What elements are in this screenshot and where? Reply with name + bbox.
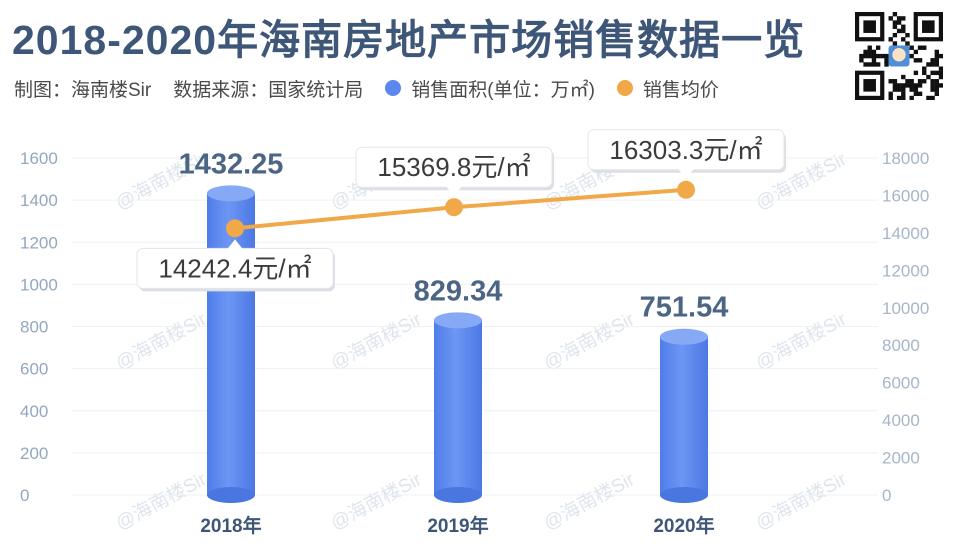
y-left-tick-label: 800 <box>20 318 48 337</box>
x-tick-label: 2019年 <box>427 514 488 537</box>
price-value-label: 16303.3元/㎡ <box>609 135 762 165</box>
watermark-text: @海南楼Sir <box>112 468 211 534</box>
bar-base <box>660 487 708 503</box>
legend-item-area: 销售面积(单位：万㎡) <box>385 75 595 102</box>
y-right-tick-label: 16000 <box>882 186 929 205</box>
bar <box>207 185 255 503</box>
y-right-tick-label: 12000 <box>882 261 929 280</box>
qr-code-icon <box>855 12 944 101</box>
legend-marker-area <box>385 80 402 96</box>
bar-body <box>434 320 482 495</box>
legend-marker-price <box>616 80 633 96</box>
y-left-tick-label: 200 <box>20 444 48 463</box>
data-source: 数据来源：国家统计局 <box>173 79 364 101</box>
chart-title: 2018-2020年海南房地产市场销售数据一览 <box>12 17 806 63</box>
watermark-text: @海南楼Sir <box>752 308 851 374</box>
price-value-label: 14242.4元/㎡ <box>158 253 311 283</box>
y-right-tick-label: 6000 <box>882 374 920 393</box>
y-left-tick-label: 400 <box>20 402 48 421</box>
watermark-text: @海南楼Sir <box>327 308 426 374</box>
y-right-tick-label: 10000 <box>882 299 929 318</box>
price-callout: 16303.3元/㎡ <box>587 129 786 179</box>
bar-top <box>660 328 708 345</box>
y-right-tick-label: 14000 <box>882 224 929 243</box>
y-left-tick-label: 1200 <box>20 233 58 252</box>
bar-value-label: 751.54 <box>640 292 729 324</box>
x-tick-label: 2018年 <box>200 514 261 537</box>
price-point <box>226 219 244 238</box>
bar-value-label: 1432.25 <box>179 148 284 180</box>
legend-item-price: 销售均价 <box>616 75 719 102</box>
bar <box>660 328 708 503</box>
bar-body <box>660 336 708 495</box>
y-right-tick-label: 8000 <box>882 336 920 355</box>
bar <box>434 312 482 503</box>
price-callout: 15369.8元/㎡ <box>355 146 554 197</box>
y-right-tick-label: 4000 <box>882 411 920 430</box>
watermark-text: @海南楼Sir <box>540 308 639 374</box>
y-left-tick-label: 1400 <box>20 191 58 210</box>
y-right-tick-label: 2000 <box>882 449 920 468</box>
bar-base <box>207 487 255 503</box>
y-left-tick-label: 1600 <box>20 149 58 168</box>
price-callout: 14242.4元/㎡ <box>136 239 335 292</box>
bar-value-label: 829.34 <box>414 275 503 307</box>
bar-top <box>207 185 255 202</box>
legend-label-price: 销售均价 <box>642 79 719 101</box>
watermark-text: @海南楼Sir <box>112 308 211 374</box>
price-point <box>677 180 695 199</box>
y-right-tick-label: 18000 <box>882 149 929 168</box>
y-left-tick-label: 1000 <box>20 275 58 294</box>
watermark-text: @海南楼Sir <box>752 468 851 534</box>
bar-base <box>434 487 482 503</box>
price-value-label: 15369.8元/㎡ <box>377 152 530 182</box>
y-left-tick-label: 0 <box>20 486 29 505</box>
x-tick-label: 2020年 <box>653 514 714 537</box>
watermark-text: @海南楼Sir <box>540 468 639 534</box>
bar-top <box>434 312 482 329</box>
price-point <box>445 198 463 217</box>
maker-credit: 制图：海南楼Sir <box>14 79 152 101</box>
y-left-tick-label: 600 <box>20 360 48 379</box>
subtitle-row: 制图：海南楼Sir 数据来源：国家统计局 销售面积(单位：万㎡) 销售均价 <box>14 74 719 102</box>
watermark-text: @海南楼Sir <box>327 468 426 534</box>
legend-label-area: 销售面积(单位：万㎡) <box>411 79 595 101</box>
bar-body <box>207 193 255 495</box>
y-right-tick-label: 0 <box>882 486 891 505</box>
